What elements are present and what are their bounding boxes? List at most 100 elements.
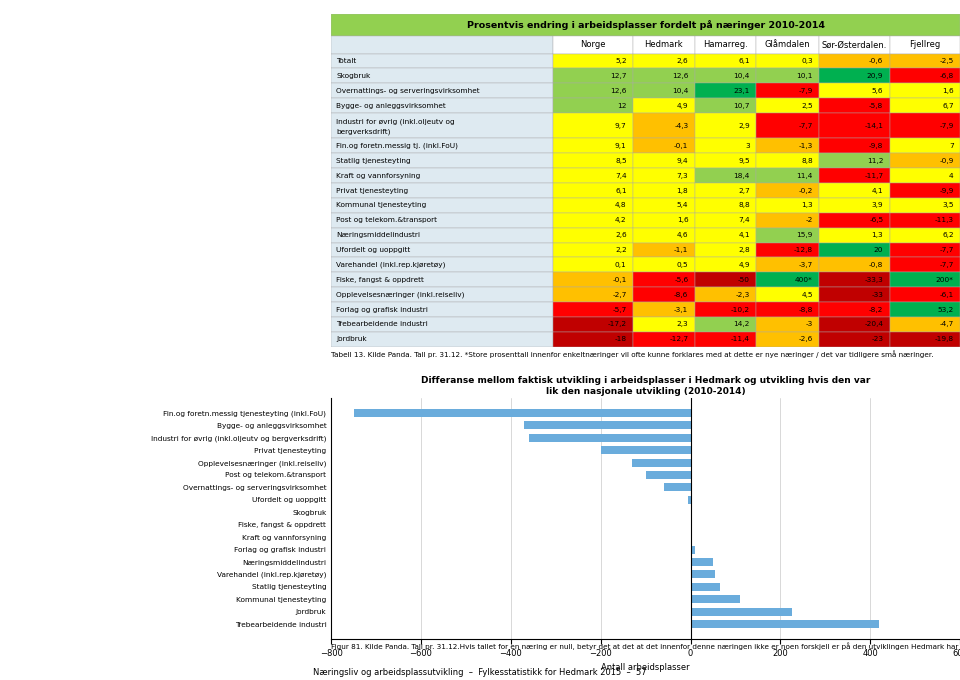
Text: 2,3: 2,3 [677,322,688,328]
Text: Privat tjenesteyting: Privat tjenesteyting [336,188,408,194]
Text: -2,5: -2,5 [940,58,953,64]
Bar [756,98,819,113]
Bar [645,471,690,479]
Bar [553,69,633,84]
Text: Næringsliv og arbeidsplassutvikling  –  Fylkesstatistikk for Hedmark 2015  –  57: Næringsliv og arbeidsplassutvikling – Fy… [313,668,647,677]
Text: -7,7: -7,7 [939,247,953,253]
Text: -11,3: -11,3 [935,218,953,223]
Bar [819,113,890,139]
Bar [695,36,756,54]
Bar [633,54,695,69]
Bar [633,36,695,54]
Text: -7,7: -7,7 [799,123,813,129]
Bar [632,458,690,466]
Bar [890,213,960,228]
Bar [819,332,890,347]
Bar [553,198,633,213]
Text: 12: 12 [617,103,627,109]
Text: -0,9: -0,9 [939,158,953,164]
Bar [890,273,960,287]
Bar [331,287,553,302]
Bar [819,153,890,168]
Text: 2,6: 2,6 [615,232,627,238]
Bar [756,198,819,213]
Text: 400*: 400* [795,277,813,283]
Bar [331,98,553,113]
Bar [890,168,960,183]
Text: 2,6: 2,6 [677,58,688,64]
Text: -33,3: -33,3 [865,277,883,283]
Text: 4,9: 4,9 [738,262,750,268]
Bar [331,36,553,54]
Text: -5,8: -5,8 [869,103,883,109]
Bar [331,332,553,347]
Text: Jordbruk: Jordbruk [336,337,367,342]
Text: 10,1: 10,1 [797,73,813,79]
Text: 3,5: 3,5 [942,203,953,208]
Text: -19,8: -19,8 [935,337,953,342]
Text: 20: 20 [874,247,883,253]
Text: -18: -18 [614,337,627,342]
Text: -11,7: -11,7 [864,173,883,179]
Bar [553,258,633,273]
Text: -4,3: -4,3 [674,123,688,129]
Text: Figur 81. Kilde Panda. Tall pr. 31.12.Hvis tallet for en næring er null, betyr d: Figur 81. Kilde Panda. Tall pr. 31.12.Hv… [331,643,960,650]
Bar [695,302,756,317]
Text: Hedmark: Hedmark [644,40,684,50]
Text: 0,3: 0,3 [802,58,813,64]
Text: Overnattings- og serveringsvirksomhet: Overnattings- og serveringsvirksomhet [336,88,480,94]
Text: -23: -23 [872,337,883,342]
Text: 4,2: 4,2 [615,218,627,223]
Bar [690,583,720,591]
Text: Statlig tjenesteyting: Statlig tjenesteyting [336,158,411,164]
Bar [688,496,690,504]
Text: -9,9: -9,9 [939,188,953,194]
Bar [553,273,633,287]
Bar [819,98,890,113]
Bar [553,36,633,54]
Text: 15,9: 15,9 [797,232,813,238]
Text: 10,7: 10,7 [733,103,750,109]
Bar [695,213,756,228]
Bar [756,213,819,228]
Bar [553,243,633,258]
Bar [695,54,756,69]
Bar [756,54,819,69]
Bar [756,273,819,287]
Bar [633,153,695,168]
Bar [353,409,690,417]
Text: 4,1: 4,1 [738,232,750,238]
Text: 2,2: 2,2 [615,247,627,253]
Bar [695,273,756,287]
Bar [695,228,756,243]
Text: 8,5: 8,5 [615,158,627,164]
Bar [890,302,960,317]
Text: 4,8: 4,8 [615,203,627,208]
Bar [695,317,756,332]
Bar [756,84,819,98]
Bar [690,571,715,579]
Bar [890,287,960,302]
Bar [633,198,695,213]
Text: 3,9: 3,9 [872,203,883,208]
Text: -2,7: -2,7 [612,292,627,298]
Text: Trebearbeidende industri: Trebearbeidende industri [336,322,428,328]
Bar [819,84,890,98]
Bar [331,84,553,98]
Text: 5,6: 5,6 [872,88,883,94]
Bar [553,213,633,228]
Text: -5,6: -5,6 [674,277,688,283]
Bar [331,54,553,69]
Title: Differanse mellom faktisk utvikling i arbeidsplasser i Hedmark og utvikling hvis: Differanse mellom faktisk utvikling i ar… [420,376,871,396]
Text: 7,4: 7,4 [738,218,750,223]
Bar [524,421,690,429]
Bar [756,317,819,332]
Bar [331,243,553,258]
Text: Hamarreg.: Hamarreg. [703,40,748,50]
Text: 7,4: 7,4 [615,173,627,179]
Text: -33: -33 [872,292,883,298]
Text: Skogbruk: Skogbruk [336,73,371,79]
Text: -0,2: -0,2 [799,188,813,194]
Text: bergverksdrift): bergverksdrift) [336,128,391,135]
Text: Post og telekom.&transport: Post og telekom.&transport [336,218,437,223]
